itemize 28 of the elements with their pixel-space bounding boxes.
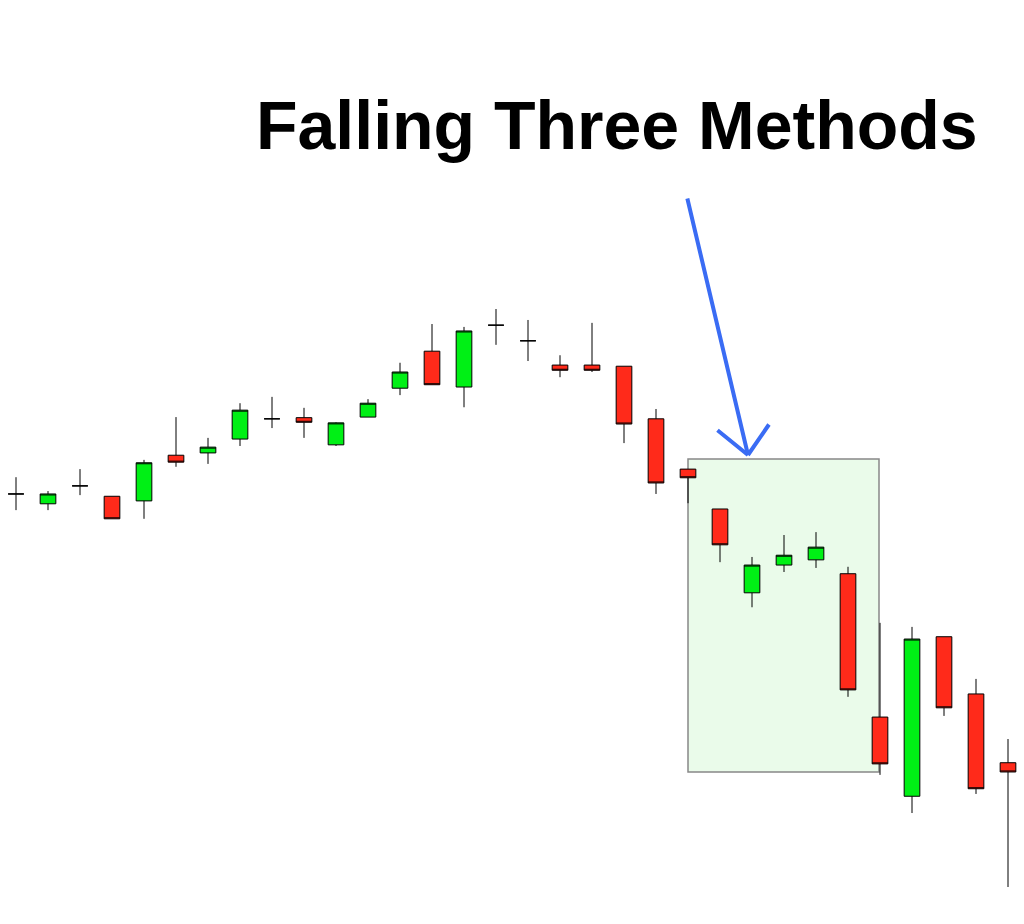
candlestick [967,678,985,795]
candlestick [775,534,793,573]
candlestick [615,365,633,444]
candlestick [711,508,729,563]
candlestick [935,636,953,717]
candlestick [103,495,121,520]
candlestick [583,322,601,373]
candlestick [679,468,697,504]
candlestick [455,326,473,408]
candlestick [295,407,313,439]
candlestick [199,437,217,465]
text: Falling Three Methods [256,87,978,163]
candlestick [999,738,1017,887]
candlestick [391,362,409,396]
candlestick [903,626,921,814]
candlestick [359,398,377,418]
candlestick [167,416,185,468]
candlestick [551,354,569,378]
candlestick [647,408,665,495]
candlestick [871,622,889,776]
candlestick [807,531,825,569]
candlestick [231,402,249,447]
candlestick [423,323,441,386]
candlestick [743,556,761,608]
candlestick [135,459,153,520]
candlestick [839,566,857,698]
candlestick [39,490,57,511]
candlestick [327,421,345,447]
